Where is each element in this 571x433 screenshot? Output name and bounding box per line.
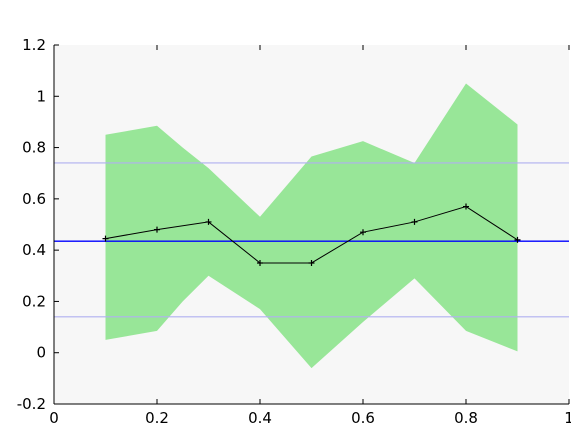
y-tick-label: 0.6	[22, 190, 46, 208]
series-point	[463, 203, 469, 210]
y-tick-label: 0	[36, 344, 46, 362]
axes-layer	[53, 45, 569, 405]
x-tick-label: 0	[49, 409, 59, 427]
series-point	[411, 218, 418, 225]
x-tick-label: 0.8	[454, 409, 478, 427]
x-tick-label: 0.4	[248, 409, 272, 427]
tick-layer: 0 0.2 0.4 0.6 0.8 1-0.200.20.40.60.811.2	[17, 36, 571, 427]
confidence-band	[105, 83, 518, 369]
series-point	[257, 259, 263, 266]
series-point	[205, 218, 212, 225]
series-point	[360, 229, 366, 236]
y-tick-label: 0.2	[22, 292, 46, 310]
x-tick-label: 0.6	[351, 409, 375, 427]
y-tick-label: 0.4	[22, 241, 46, 259]
x-tick-label: 1	[564, 409, 571, 427]
series-point	[514, 236, 521, 243]
y-tick-label: 0.8	[22, 139, 46, 157]
y-tick-label: 1	[36, 87, 46, 105]
series-layer	[102, 203, 521, 266]
series-point	[308, 259, 315, 266]
x-tick-label: 0.2	[145, 409, 169, 427]
series-point	[102, 235, 109, 242]
reference-lines-layer	[54, 162, 569, 318]
confidence-band-layer	[105, 83, 518, 369]
series-point	[154, 226, 160, 233]
y-tick-label: -0.2	[17, 395, 46, 413]
y-tick-label: 1.2	[22, 36, 46, 54]
